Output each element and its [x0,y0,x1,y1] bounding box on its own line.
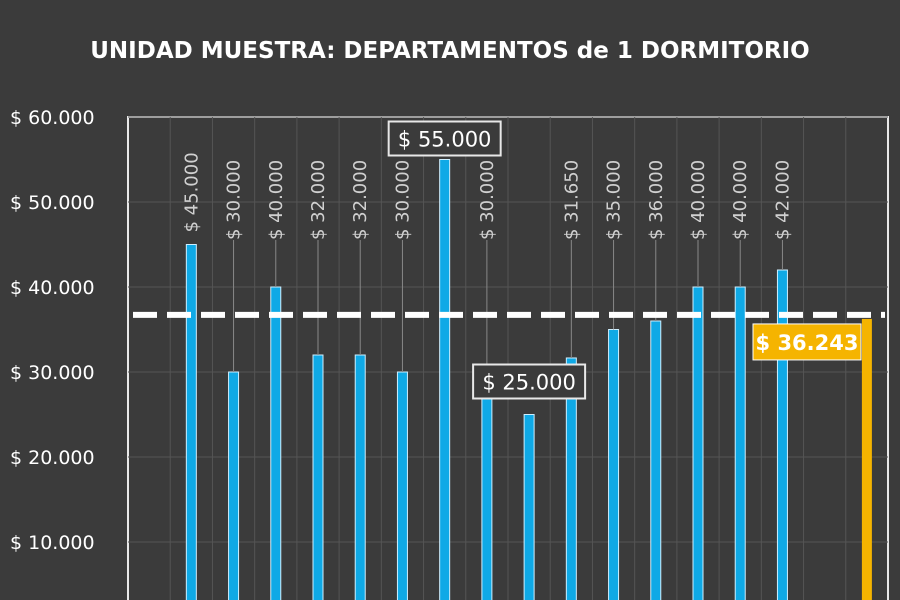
chart-title: UNIDAD MUESTRA: DEPARTAMENTOS de 1 DORMI… [90,38,809,64]
bar [776,269,788,600]
data-label: $ 42.000 [772,160,793,240]
bar [396,371,408,600]
data-label: $ 30.000 [392,160,413,240]
data-label: $ 25.000 [482,371,576,395]
data-label: $ 36.000 [646,160,667,240]
average-bar [861,318,872,600]
average-label: $ 36.243 [756,331,859,355]
data-label: $ 45.000 [181,152,202,232]
bar [270,286,282,600]
y-axis: $ 10.000 $ 20.000 $ 30.000 $ 40.000 $ 50.000… [10,107,95,554]
bar [228,371,240,600]
bar [354,354,366,600]
y-tick-label: $ 50.000 [10,192,95,214]
data-label: $ 32.000 [350,160,371,240]
average-label-box [752,323,862,361]
data-label: $ 40.000 [266,160,287,240]
data-label-box [472,363,587,400]
y-tick-label: $ 30.000 [10,362,95,384]
data-label: $ 40.000 [730,160,751,240]
y-tick-label: $ 60.000 [10,107,95,129]
bar [185,244,197,600]
bar [312,354,324,600]
data-label: $ 30.000 [477,160,498,240]
bar [439,159,451,600]
average: $ 36.243 [133,311,885,600]
bar [608,329,620,600]
data-label: $ 35.000 [604,160,625,240]
bar [734,286,746,600]
y-tick-label: $ 20.000 [10,447,95,469]
bar [523,414,535,600]
data-labels: $ 45.000 $ 30.000 $ 40.000 $ 32.000 $ 32.000… [181,120,793,400]
y-tick-label: $ 40.000 [10,277,95,299]
data-label: $ 40.000 [688,160,709,240]
data-label-box [387,120,502,157]
data-label: $ 55.000 [398,128,492,152]
y-tick-label: $ 10.000 [10,532,95,554]
data-label: $ 31.650 [561,160,582,240]
bar [692,286,704,600]
data-label: $ 30.000 [224,160,245,240]
bars [185,159,788,600]
bar [650,320,662,600]
data-label: $ 32.000 [308,160,329,240]
bar [481,371,493,600]
